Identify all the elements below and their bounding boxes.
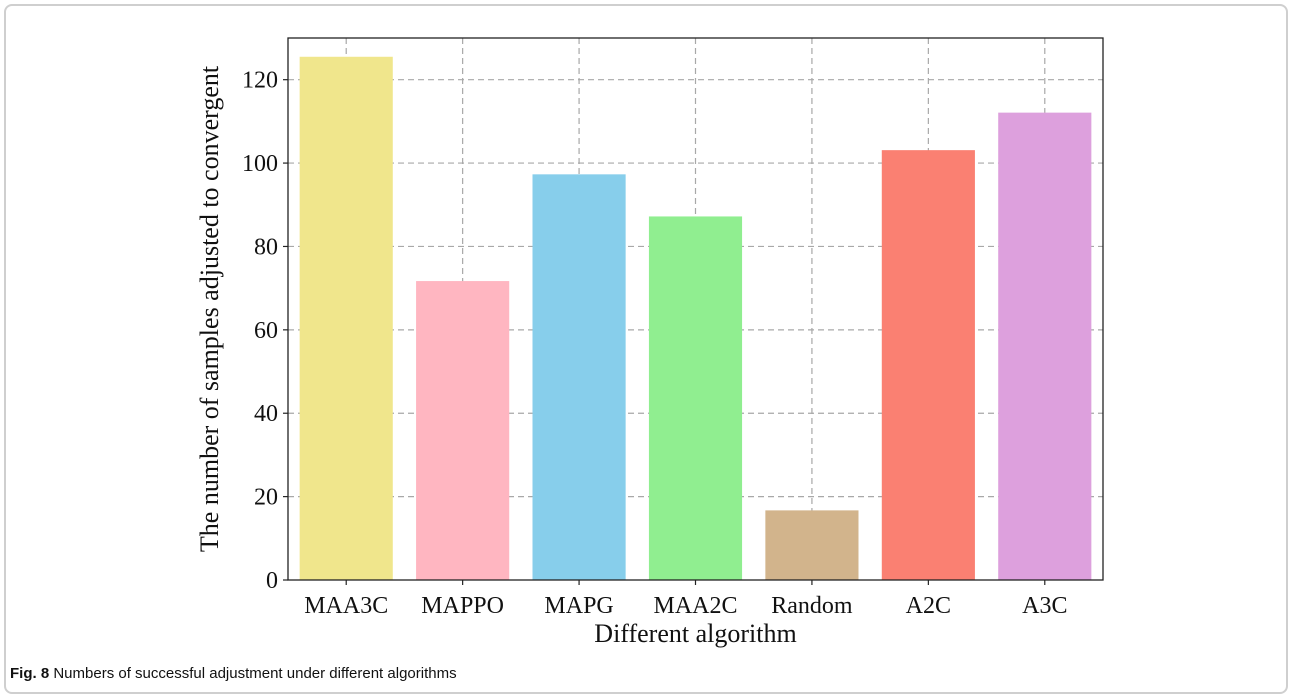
bar-maa2c [648,216,743,581]
y-tick-label: 100 [242,151,278,177]
y-tick-label: 120 [242,68,278,94]
bar-mappo [416,281,510,580]
bar-chart: 0 20 40 60 80 100 120 MAA3C MAPPO MAPG MAA2C Rando… [195,37,1104,648]
y-axis-ticks: 0 20 40 60 80 100 120 [242,68,288,594]
bar-a2c [881,150,975,580]
x-axis-ticks: MAA3C MAPPO MAPG MAA2C Random A2C A3C [304,580,1067,619]
y-tick-label: 40 [254,401,278,427]
bars [299,56,1092,581]
x-tick-label: A3C [1022,593,1067,619]
bar-a3c [998,112,1092,580]
x-tick-label: MAPG [544,593,613,619]
caption-label: Fig. 8 [10,665,50,682]
x-axis-label: Different algorithm [594,619,796,648]
y-axis-label: The number of samples adjusted to conver… [195,65,224,552]
x-tick-label: MAA3C [304,593,388,619]
bar-mapg [532,174,626,580]
x-tick-label: MAPPO [421,593,504,619]
y-tick-label: 80 [254,234,278,260]
x-tick-label: A2C [906,593,951,619]
x-tick-label: Random [771,593,853,619]
bar-random [765,510,859,580]
x-tick-label: MAA2C [653,593,737,619]
y-tick-label: 0 [266,568,278,594]
y-tick-label: 20 [254,485,278,511]
figure-caption: Fig. 8 Numbers of successful adjustment … [10,665,457,682]
bar-maa3c [299,56,393,581]
y-tick-label: 60 [254,318,278,344]
caption-text: Numbers of successful adjustment under d… [49,665,457,682]
